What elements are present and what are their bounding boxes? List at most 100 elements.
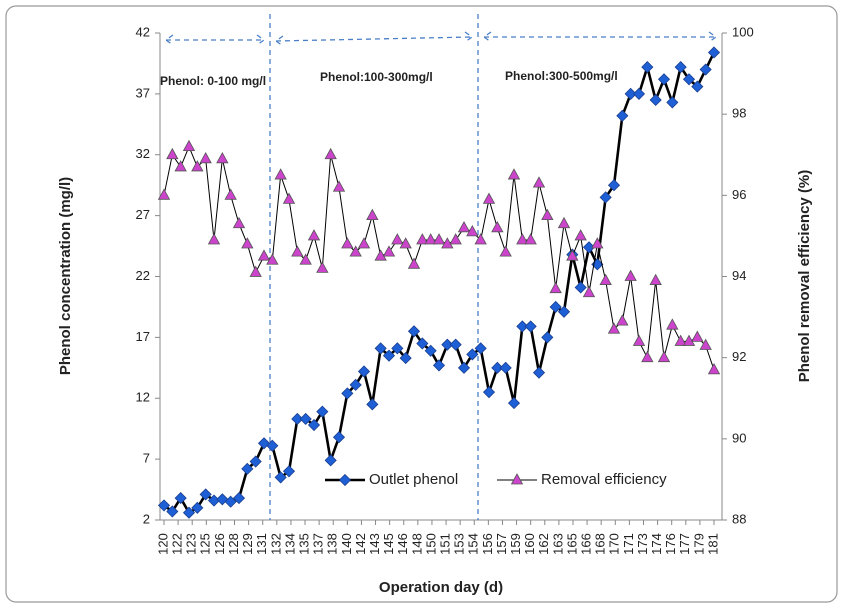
x-tick-label: 131 <box>254 533 269 555</box>
point <box>707 363 721 375</box>
point <box>224 495 237 508</box>
point <box>441 237 454 249</box>
point <box>191 160 204 172</box>
x-tick-label: 166 <box>579 533 594 555</box>
legend-label: Outlet phenol <box>369 471 458 488</box>
x-tick-label: 125 <box>198 533 213 555</box>
range-arrow <box>275 36 473 42</box>
point <box>191 501 204 514</box>
y-tick-label: 27 <box>136 207 150 222</box>
point <box>316 261 329 273</box>
x-tick-label: 145 <box>381 533 396 555</box>
point <box>241 237 254 249</box>
point <box>432 359 446 372</box>
point <box>374 249 387 261</box>
point <box>582 241 596 254</box>
x-tick-label: 179 <box>691 533 706 555</box>
point <box>307 229 321 241</box>
point <box>574 229 587 241</box>
point <box>416 337 429 350</box>
point <box>482 386 496 399</box>
point <box>224 188 237 200</box>
point <box>332 431 346 444</box>
point <box>707 46 721 59</box>
x-tick-label: 177 <box>677 533 692 555</box>
point <box>549 281 562 294</box>
point <box>157 188 171 200</box>
x-tick-label: 160 <box>522 533 537 555</box>
x-tick-label: 181 <box>705 533 720 555</box>
x-tick-label: 159 <box>508 533 523 555</box>
point <box>391 342 404 355</box>
point <box>457 361 471 374</box>
point <box>566 249 579 261</box>
point <box>232 216 246 229</box>
x-axis-title: Operation day (d) <box>379 579 503 596</box>
x-tick-label: 156 <box>480 533 495 555</box>
point <box>674 61 687 74</box>
point <box>457 220 471 233</box>
series <box>157 46 721 519</box>
y-tick-label: 7 <box>143 451 150 466</box>
point <box>441 338 454 351</box>
y2-tick-label: 88 <box>732 511 746 526</box>
point <box>349 245 362 257</box>
point <box>257 249 271 261</box>
point <box>207 233 221 245</box>
x-tick-label: 162 <box>536 533 551 555</box>
point <box>274 471 287 484</box>
legend-marker <box>510 473 524 485</box>
point <box>507 397 521 410</box>
point <box>657 73 671 86</box>
point <box>582 285 596 298</box>
y2-tick-label: 96 <box>732 187 746 202</box>
point <box>482 192 496 204</box>
point <box>199 488 212 501</box>
point <box>466 348 479 361</box>
point <box>557 305 571 318</box>
x-tick-label: 150 <box>423 533 438 555</box>
point <box>232 492 246 505</box>
x-tick-label: 174 <box>649 533 664 555</box>
x-tick-label: 122 <box>170 533 185 555</box>
x-tick-label: 128 <box>226 533 241 555</box>
point <box>382 349 396 362</box>
point <box>599 191 612 204</box>
point <box>199 151 212 164</box>
series <box>157 139 721 375</box>
point <box>324 147 337 160</box>
point <box>399 237 412 249</box>
annotation: Phenol: 0-100 mg/l <box>160 74 266 88</box>
point <box>491 220 504 233</box>
point <box>616 109 629 122</box>
x-tick-label: 138 <box>325 533 340 555</box>
point <box>699 338 712 350</box>
point <box>666 96 679 109</box>
point <box>599 273 612 285</box>
point <box>341 237 354 249</box>
point <box>532 366 546 379</box>
point <box>516 233 529 245</box>
y-tick-label: 17 <box>136 329 150 344</box>
frame <box>5 5 838 603</box>
legend-marker <box>338 473 352 487</box>
y-tick-label: 22 <box>136 268 150 283</box>
point <box>166 505 179 518</box>
point <box>391 233 404 245</box>
x-tick-label: 165 <box>564 533 579 555</box>
point <box>616 314 629 326</box>
annotation: Phenol:100-300mg/l <box>320 70 433 84</box>
x-tick-label: 143 <box>367 533 382 555</box>
x-tick-label: 176 <box>663 533 678 555</box>
point <box>241 462 254 475</box>
y2-tick-label: 90 <box>732 430 746 445</box>
x-tick-label: 146 <box>395 533 410 555</box>
point <box>249 455 262 468</box>
y2-tick-label: 98 <box>732 106 746 121</box>
point <box>574 281 587 294</box>
point <box>349 378 362 391</box>
y2-tick-label: 94 <box>732 268 746 283</box>
point <box>424 344 437 357</box>
x-tick-label: 123 <box>184 533 199 555</box>
